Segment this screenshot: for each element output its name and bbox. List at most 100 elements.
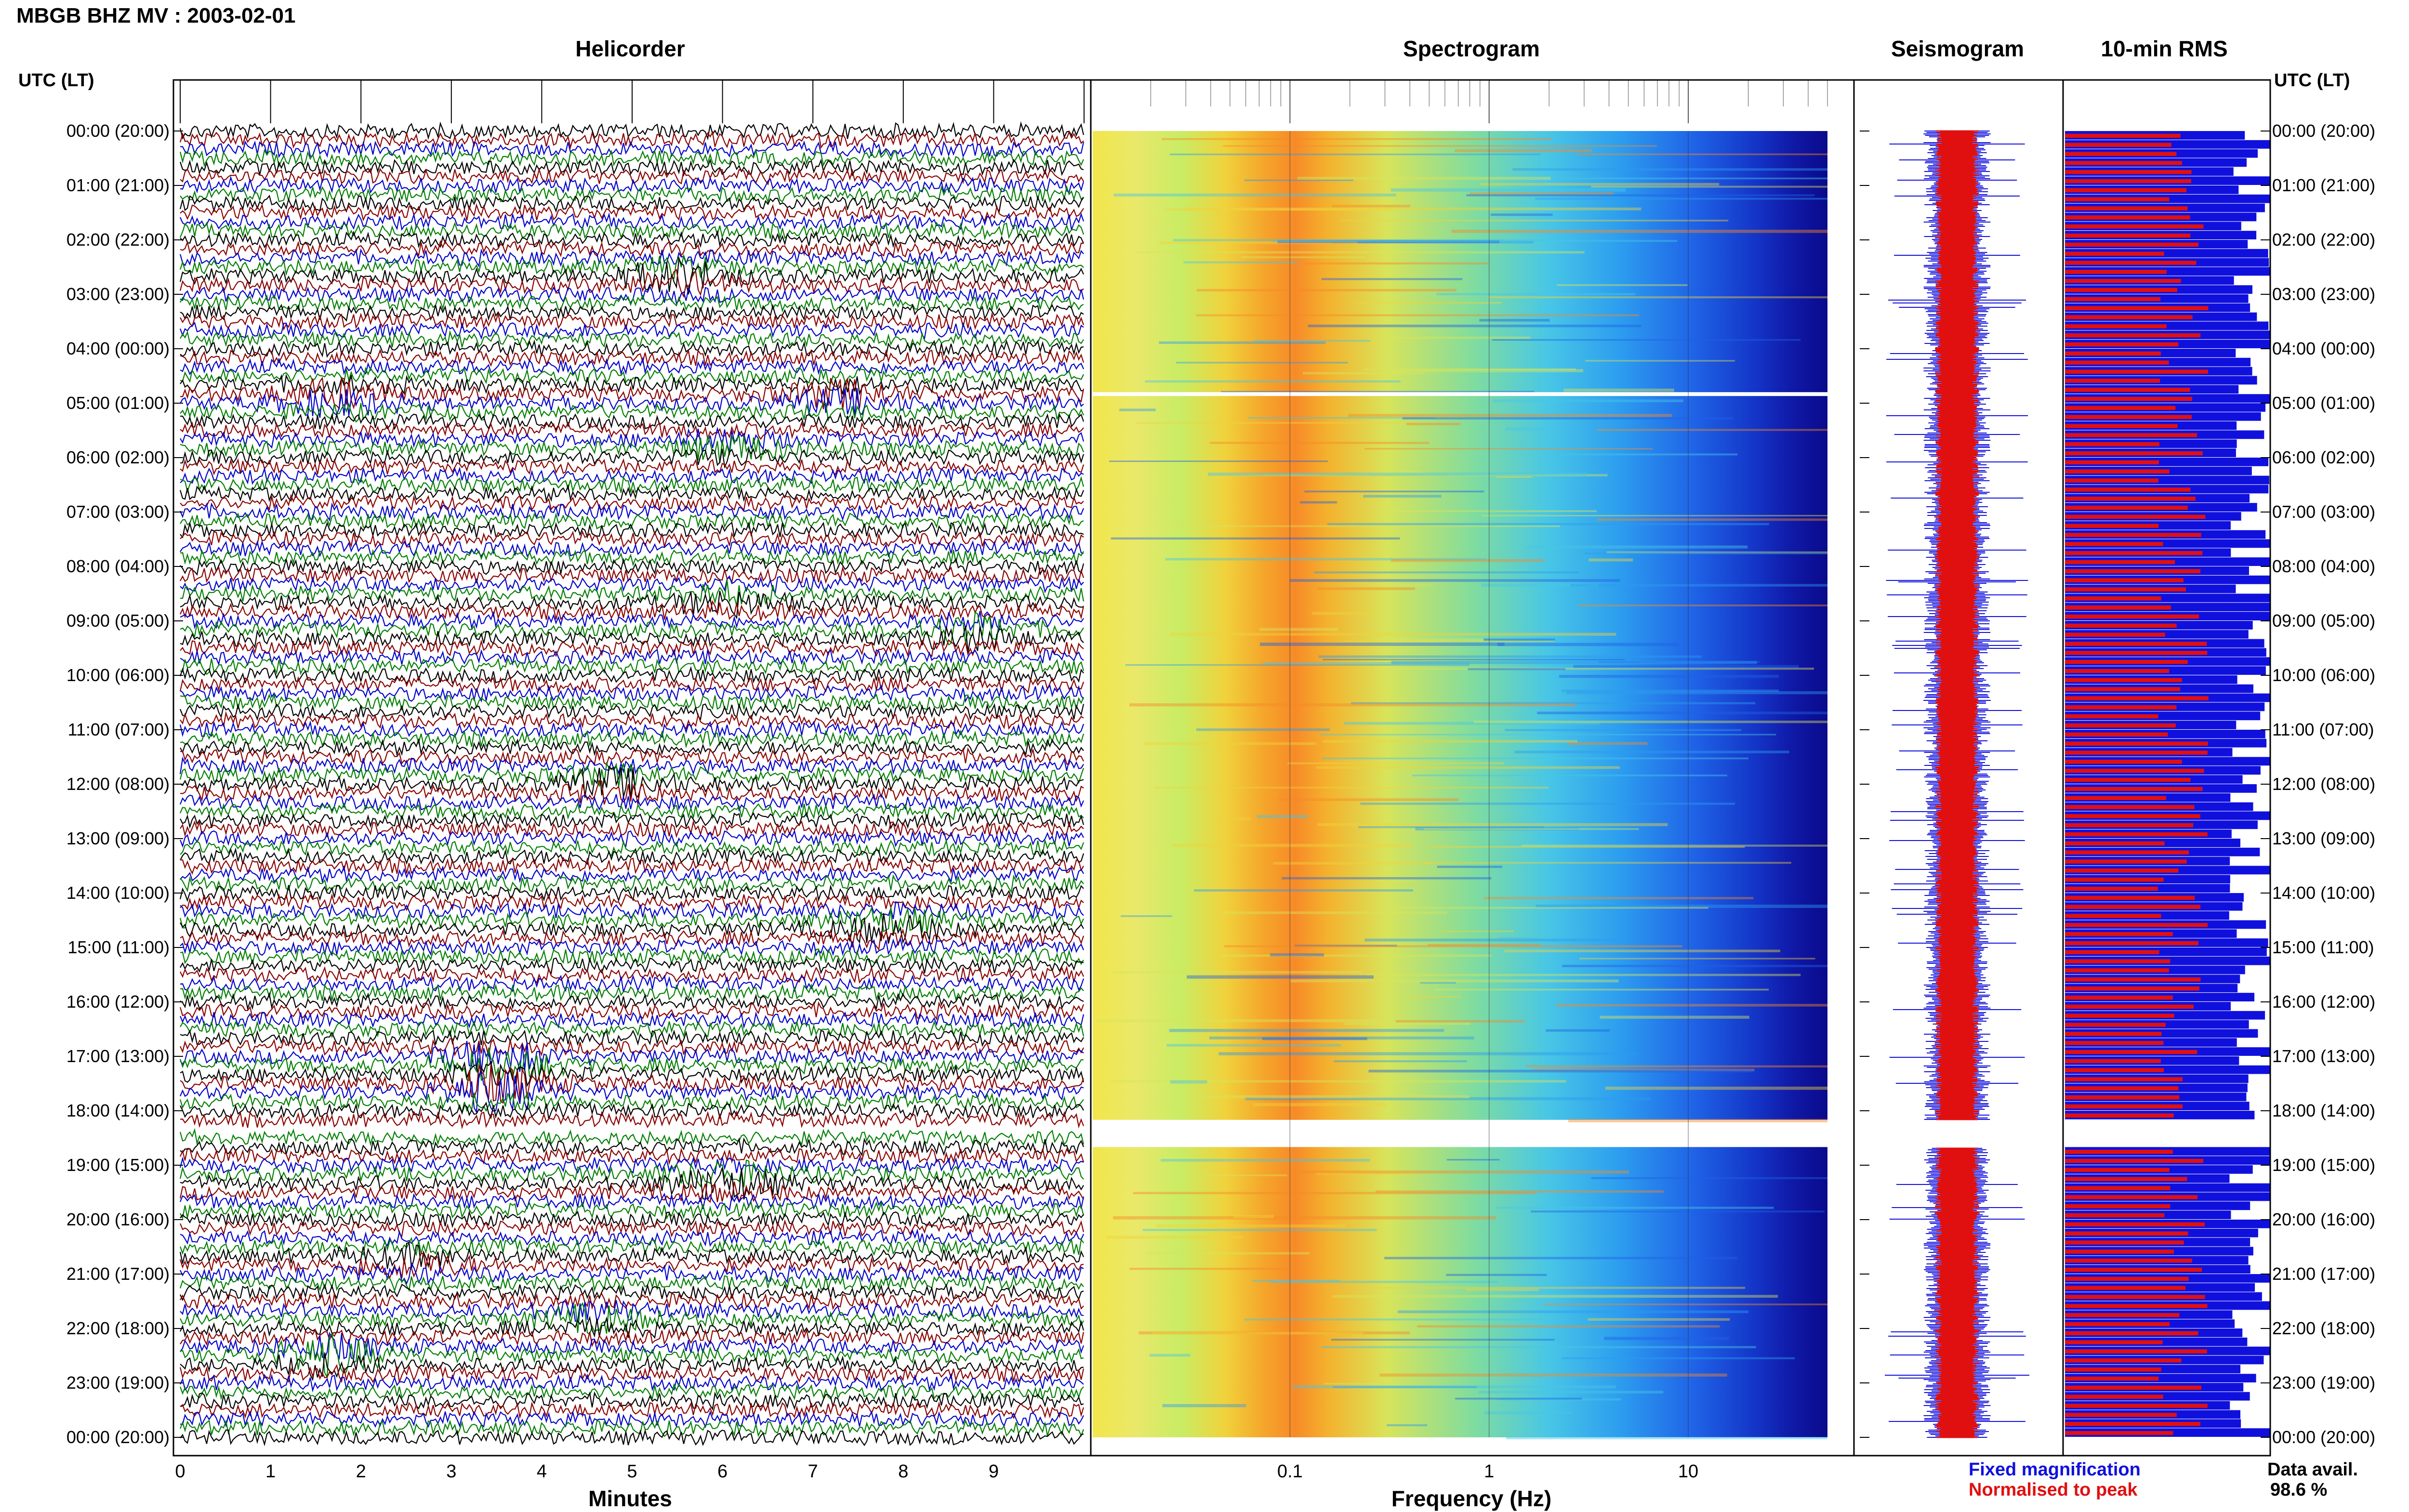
rms-bar-normalised xyxy=(2065,932,2173,936)
spectrogram-streak xyxy=(1136,251,1585,254)
spectrogram-streak xyxy=(1213,474,1608,476)
hour-label-left: 18:00 (14:00) xyxy=(66,1101,170,1120)
helicorder-trace xyxy=(180,657,1085,675)
rms-bar-normalised xyxy=(2065,714,2158,719)
spectrogram-streak xyxy=(1252,1279,1340,1282)
spectrogram-streak xyxy=(1223,145,1657,147)
helicorder-trace xyxy=(180,865,1084,884)
helicorder-trace xyxy=(180,1038,1084,1057)
spectrogram-streak xyxy=(1224,945,1682,947)
helicorder-trace xyxy=(180,312,1085,331)
rms-bar-normalised xyxy=(2065,941,2198,946)
spectrogram-streak xyxy=(1481,583,1599,587)
rms-bar-normalised xyxy=(2065,460,2159,465)
spectrogram-streak xyxy=(1304,490,1484,493)
spectrogram-streak xyxy=(1598,661,1760,663)
helicorder-trace xyxy=(180,448,1085,469)
rms-bar-normalised xyxy=(2065,215,2190,220)
hour-label-left: 00:00 (20:00) xyxy=(66,1427,170,1447)
spectrogram-streak xyxy=(1479,319,1550,322)
spectrogram-streak xyxy=(1129,1267,1299,1270)
rms-bar-normalised xyxy=(2065,297,2161,302)
helicorder-trace xyxy=(180,1064,1085,1104)
spectrogram-streak xyxy=(1344,722,1600,725)
spectrogram-streak xyxy=(1209,1036,1474,1039)
spectrogram-streak xyxy=(1556,1004,1827,1007)
spectrogram-tick-label: 1 xyxy=(1484,1461,1495,1482)
helicorder-trace xyxy=(179,762,1085,787)
hour-label-right: 04:00 (00:00) xyxy=(2272,339,2376,358)
spectrogram-streak xyxy=(1203,1174,1287,1176)
rms-bar-normalised xyxy=(2065,569,2201,574)
spectrogram-streak xyxy=(1344,1022,1470,1025)
spectrogram-streak xyxy=(1109,460,1328,462)
hour-label-right: 08:00 (04:00) xyxy=(2272,556,2376,576)
spectrogram-streak xyxy=(1278,798,1459,802)
spectrogram-streak xyxy=(1604,1337,1729,1340)
helicorder-trace xyxy=(179,1159,1084,1188)
rms-bar-normalised xyxy=(2065,1322,2170,1327)
helicorder-trace xyxy=(180,402,1085,423)
hour-label-left: 05:00 (01:00) xyxy=(66,393,170,413)
spectrogram-streak xyxy=(1436,293,1635,296)
spectrogram-streak xyxy=(1526,1065,1827,1068)
spectrogram-streak xyxy=(1289,579,1620,582)
hour-label-right: 12:00 (08:00) xyxy=(2272,774,2376,794)
spectrogram-streak xyxy=(1172,843,1413,847)
helicorder-trace xyxy=(180,611,1084,646)
spectrogram-streak xyxy=(1521,844,1827,847)
rms-bar-normalised xyxy=(2065,551,2203,555)
spectrogram-streak xyxy=(1143,742,1317,745)
hour-label-left: 23:00 (19:00) xyxy=(66,1373,170,1393)
spectrogram-streak xyxy=(1273,862,1432,865)
rms-bar-normalised xyxy=(2065,741,2208,746)
rms-bar-normalised xyxy=(2065,333,2201,338)
spectrogram-streak xyxy=(1395,1020,1525,1023)
rms-bar-normalised xyxy=(2065,1113,2174,1118)
spectrogram-streak xyxy=(1357,240,1534,244)
spectrogram-streak xyxy=(1304,262,1489,265)
hour-label-left: 08:00 (04:00) xyxy=(66,556,170,576)
spectrogram-streak xyxy=(1568,1119,1827,1122)
utc-header-left: UTC (LT) xyxy=(18,70,94,91)
spectrogram-streak xyxy=(1492,339,1801,341)
hour-label-left: 12:00 (08:00) xyxy=(66,774,170,794)
helicorder-trace xyxy=(180,737,1084,757)
rms-bar-normalised xyxy=(2065,1313,2180,1317)
spectrogram-streak xyxy=(1259,628,1338,631)
spectrogram-streak xyxy=(1233,1215,1274,1219)
spectrogram-streak xyxy=(1388,510,1597,513)
hour-label-right: 23:00 (19:00) xyxy=(2272,1373,2376,1393)
rms-bar-normalised xyxy=(2065,1286,2186,1290)
helicorder-trace xyxy=(179,702,1085,721)
spectrogram-streak xyxy=(1241,256,1366,259)
spectrogram-streak xyxy=(1588,1318,1730,1321)
helicorder-trace xyxy=(180,1029,1084,1047)
hour-label-left: 13:00 (09:00) xyxy=(66,828,170,848)
rms-bar-normalised xyxy=(2065,1186,2171,1190)
hour-label-left: 03:00 (23:00) xyxy=(66,284,170,304)
spectrogram-streak xyxy=(1262,1037,1367,1040)
rms-bar-normalised xyxy=(2065,1249,2174,1254)
spectrogram-streak xyxy=(1125,664,1469,666)
rms-bar-normalised xyxy=(2065,288,2177,292)
spectrogram-streak xyxy=(1446,1274,1547,1276)
helicorder-trace xyxy=(179,121,1085,141)
helicorder-trace xyxy=(180,1200,1085,1220)
spectrogram-streak xyxy=(1606,551,1827,553)
rms-bar-normalised xyxy=(2065,542,2163,546)
spectrogram-streak xyxy=(1497,643,1679,646)
spectrogram-streak xyxy=(1301,1170,1629,1174)
spectrogram-streak xyxy=(1145,380,1401,383)
rms-bar-normalised xyxy=(2065,1376,2159,1381)
hour-label-right: 21:00 (17:00) xyxy=(2272,1264,2376,1284)
spectrogram-streak xyxy=(1409,996,1462,998)
helicorder-trace xyxy=(180,294,1084,313)
helicorder-trace xyxy=(180,693,1085,712)
hour-label-right: 16:00 (12:00) xyxy=(2272,992,2376,1012)
spectrogram-streak xyxy=(1484,1411,1572,1415)
helicorder-trace xyxy=(179,212,1085,231)
helicorder-trace xyxy=(180,684,1084,703)
rms-bar-normalised xyxy=(2065,1213,2165,1218)
helicorder-trace xyxy=(179,131,1084,150)
